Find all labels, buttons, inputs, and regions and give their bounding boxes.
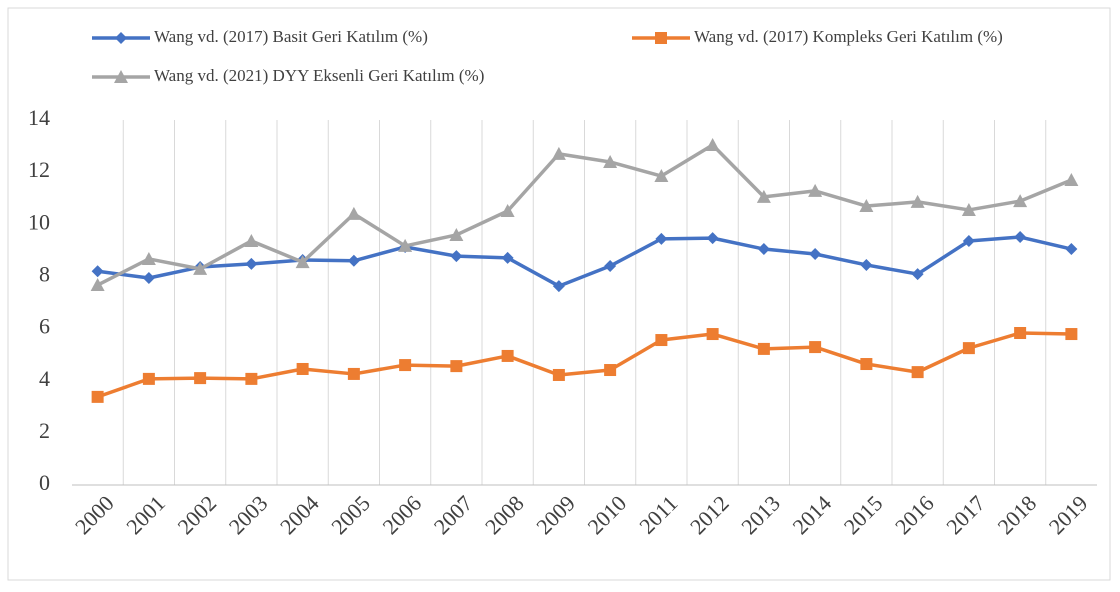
marker [603, 154, 618, 168]
marker [91, 390, 104, 403]
marker [295, 255, 310, 269]
marker [809, 341, 822, 354]
marker [244, 233, 259, 247]
marker [706, 328, 719, 341]
marker [962, 234, 975, 247]
marker [347, 254, 360, 267]
y-tick-label: 12 [28, 157, 50, 182]
legend-label: Wang vd. (2021) DYY Eksenli Geri Katılım… [154, 66, 484, 85]
marker [552, 280, 565, 293]
marker [245, 257, 258, 270]
marker [346, 206, 361, 220]
marker [91, 265, 104, 278]
marker [654, 169, 669, 183]
marker [398, 238, 413, 252]
marker [141, 251, 156, 265]
marker [142, 372, 155, 385]
marker [757, 342, 770, 355]
marker [910, 194, 925, 208]
series-line [96, 143, 1073, 287]
legend-label: Wang vd. (2017) Kompleks Geri Katılım (%… [694, 27, 1003, 46]
y-tick-label: 6 [39, 314, 50, 339]
marker [1065, 243, 1078, 256]
marker [90, 278, 105, 292]
marker [859, 199, 874, 213]
y-tick-label: 8 [39, 261, 50, 286]
y-tick-label: 2 [39, 418, 50, 443]
marker [501, 349, 514, 362]
marker [1064, 172, 1079, 186]
y-tick-label: 14 [28, 105, 50, 130]
marker [142, 271, 155, 284]
marker [501, 251, 514, 264]
y-tick-label: 0 [39, 470, 50, 495]
marker [911, 268, 924, 281]
marker [551, 146, 566, 160]
marker [1013, 194, 1028, 208]
marker [245, 372, 258, 385]
marker [808, 183, 823, 197]
legend-label: Wang vd. (2017) Basit Geri Katılım (%) [154, 27, 428, 46]
marker [347, 367, 360, 380]
marker [194, 372, 207, 385]
marker [296, 362, 309, 375]
marker [552, 368, 565, 381]
marker [706, 232, 719, 245]
marker [655, 32, 667, 44]
marker [705, 138, 720, 152]
marker [860, 258, 873, 271]
marker [500, 203, 515, 217]
marker [604, 260, 617, 272]
marker [911, 366, 924, 379]
marker [449, 227, 464, 241]
series-line [97, 235, 1072, 288]
marker [115, 32, 127, 44]
marker [193, 261, 208, 275]
marker [1065, 328, 1078, 341]
marker [1014, 327, 1027, 340]
marker [450, 250, 463, 263]
series-line [97, 331, 1072, 399]
marker [1014, 231, 1027, 244]
marker [962, 342, 975, 355]
marker [655, 232, 668, 245]
y-tick-label: 10 [28, 209, 50, 234]
marker [961, 202, 976, 216]
marker [757, 243, 770, 256]
marker [860, 358, 873, 371]
marker [450, 360, 463, 373]
marker [399, 359, 412, 372]
marker [809, 248, 822, 261]
marker [756, 189, 771, 203]
marker [114, 70, 128, 83]
marker [604, 364, 617, 377]
marker [655, 334, 668, 347]
y-tick-label: 4 [39, 366, 50, 391]
